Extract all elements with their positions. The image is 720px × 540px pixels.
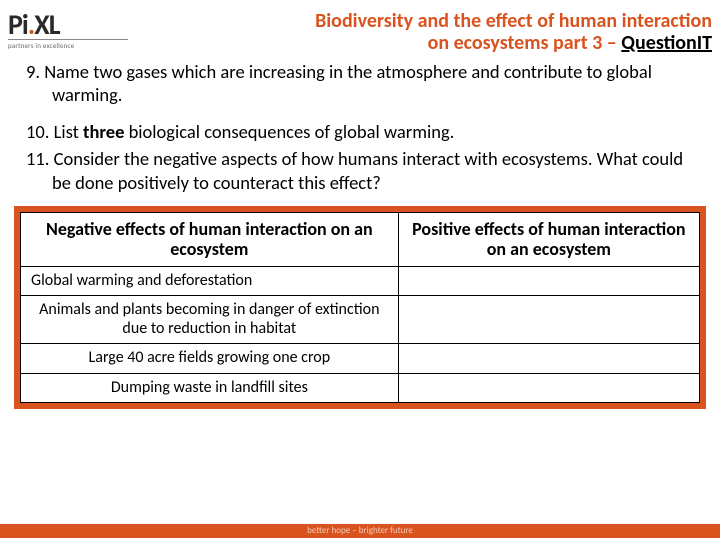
q10-bold: three	[83, 120, 124, 143]
table-row: Global warming and deforestation	[21, 267, 700, 296]
question-11: 11. Consider the negative aspects of how…	[14, 147, 706, 193]
cell-negative: Animals and plants becoming in danger of…	[21, 296, 399, 344]
logo-text-pre: Pi	[8, 7, 28, 42]
effects-table-wrap: Negative effects of human interaction on…	[0, 198, 720, 409]
header-negative: Negative effects of human interaction on…	[21, 212, 399, 266]
footer-text: better hope – brighter future	[307, 525, 413, 536]
logo-text-post: XL	[34, 7, 59, 42]
title-line-2-pre: on ecosystems part 3 –	[428, 31, 622, 55]
logo: Pi.XL partners in excellence	[8, 8, 128, 50]
effects-table: Negative effects of human interaction on…	[20, 212, 700, 403]
page-title: Biodiversity and the effect of human int…	[128, 8, 712, 54]
header: Pi.XL partners in excellence Biodiversit…	[0, 0, 720, 54]
logo-wordmark: Pi.XL	[8, 12, 128, 37]
cell-positive	[398, 373, 699, 402]
cell-positive	[398, 296, 699, 344]
cell-positive	[398, 344, 699, 373]
logo-tagline: partners in excellence	[8, 39, 128, 50]
title-line-2: on ecosystems part 3 – QuestionIT	[128, 32, 712, 54]
question-9: 9. Name two gases which are increasing i…	[14, 60, 706, 106]
title-suffix: QuestionIT	[621, 31, 712, 55]
table-header-row: Negative effects of human interaction on…	[21, 212, 700, 266]
cell-negative: Large 40 acre fields growing one crop	[21, 344, 399, 373]
footer-bar: better hope – brighter future	[0, 524, 720, 538]
title-line-1: Biodiversity and the effect of human int…	[128, 10, 712, 32]
cell-negative: Global warming and deforestation	[21, 267, 399, 296]
questions-block: 9. Name two gases which are increasing i…	[0, 54, 720, 194]
cell-negative: Dumping waste in landfill sites	[21, 373, 399, 402]
header-positive: Positive effects of human interaction on…	[398, 212, 699, 266]
table-frame: Negative effects of human interaction on…	[14, 206, 706, 409]
question-10: 10. List three biological consequences o…	[14, 120, 706, 143]
q10-pre: 10. List	[26, 120, 83, 143]
cell-positive	[398, 267, 699, 296]
table-row: Large 40 acre fields growing one crop	[21, 344, 700, 373]
q10-post: biological consequences of global warmin…	[124, 120, 454, 143]
table-row: Animals and plants becoming in danger of…	[21, 296, 700, 344]
table-row: Dumping waste in landfill sites	[21, 373, 700, 402]
